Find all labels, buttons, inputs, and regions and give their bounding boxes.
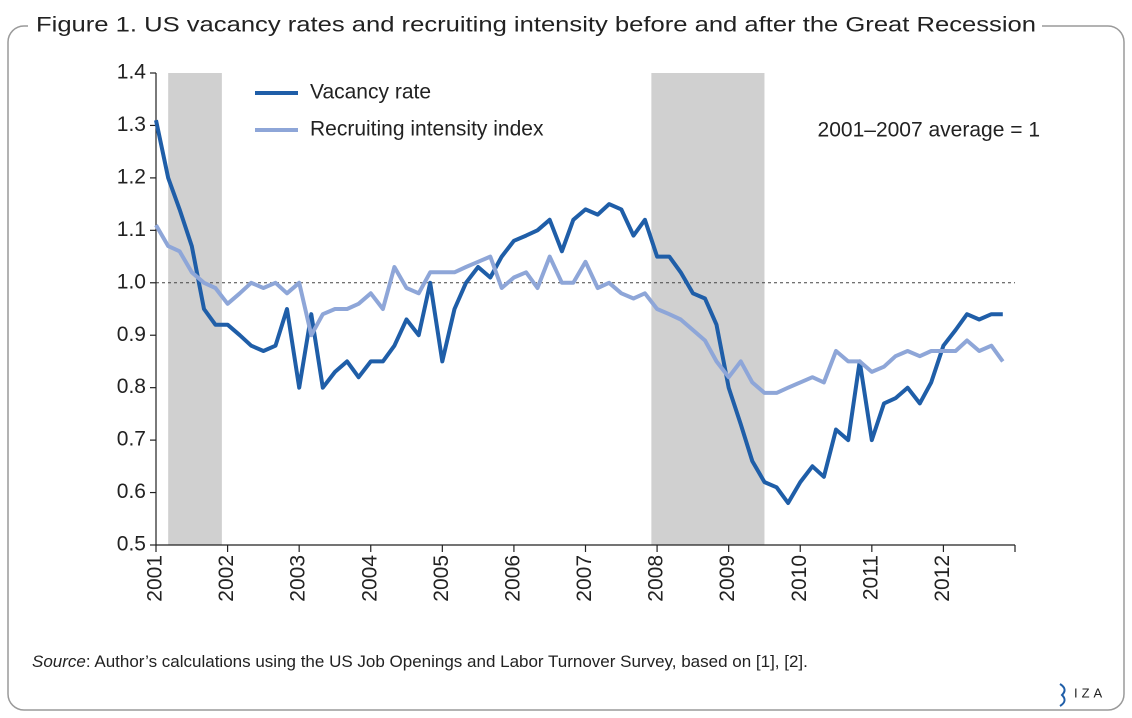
- annotation: 2001–2007 average = 1: [818, 119, 1040, 142]
- x-tick-label: 2004: [358, 555, 381, 602]
- source-text: : Author’s calculations using the US Job…: [86, 652, 808, 671]
- x-tick-label: 2008: [645, 555, 668, 602]
- series-line: [154, 119, 1003, 505]
- legend-label: Recruiting intensity index: [310, 118, 544, 141]
- chart-title: Figure 1. US vacancy rates and recruitin…: [36, 14, 1036, 37]
- y-tick-label: 1.1: [117, 218, 146, 241]
- y-tick-label: 0.8: [117, 375, 146, 398]
- x-tick-label: 2006: [501, 555, 524, 602]
- logo-mark: [1059, 683, 1066, 707]
- x-tick-label: 2003: [287, 555, 310, 602]
- y-tick-label: 0.7: [117, 428, 146, 451]
- y-tick-label: 0.9: [117, 323, 146, 346]
- y-tick-label: 0.5: [117, 533, 146, 556]
- source: Source: Author’s calculations using the …: [32, 652, 808, 671]
- title-bg: [28, 10, 1042, 42]
- x-tick-label: 2005: [430, 555, 453, 602]
- y-tick-label: 1.4: [117, 61, 147, 84]
- series-line: [154, 224, 1005, 395]
- x-tick-label: 2002: [215, 555, 238, 602]
- y-tick-label: 1.2: [117, 165, 146, 188]
- x-tick-label: 2007: [573, 555, 596, 602]
- x-tick-label: 2010: [788, 555, 811, 602]
- legend-label: Vacancy rate: [310, 81, 431, 104]
- recession-shade: [168, 73, 222, 545]
- x-tick-label: 2009: [716, 555, 739, 602]
- x-tick-label: 2011: [859, 555, 882, 600]
- logo: IZA: [1074, 685, 1106, 700]
- source-label: Source: [32, 652, 86, 671]
- y-tick-label: 1.0: [117, 270, 146, 293]
- y-tick-label: 0.6: [117, 480, 146, 503]
- x-tick-label: 2001: [144, 555, 167, 602]
- y-tick-label: 1.3: [117, 113, 146, 136]
- x-tick-label: 2012: [931, 555, 954, 602]
